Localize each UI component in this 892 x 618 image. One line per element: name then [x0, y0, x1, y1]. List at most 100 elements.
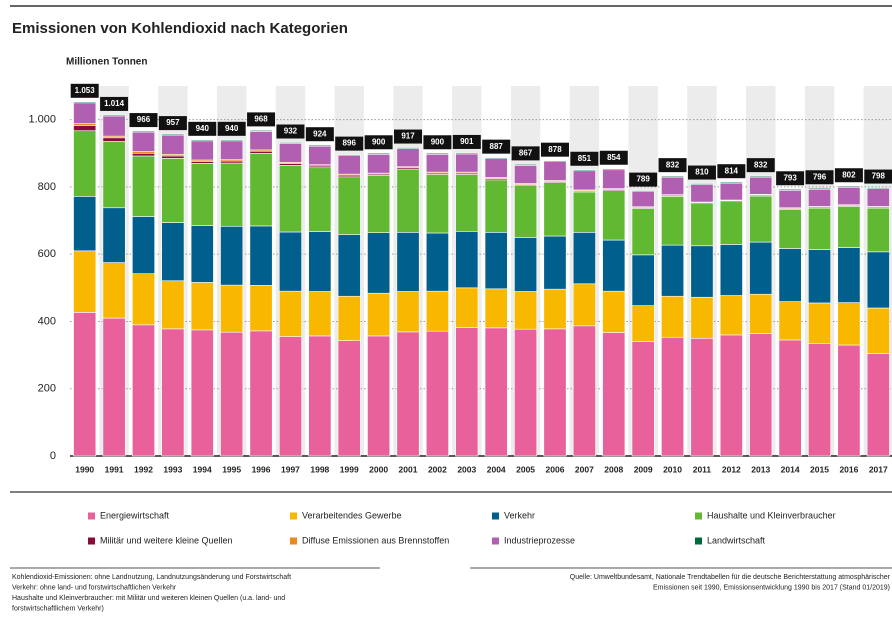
bar-segment: [808, 207, 831, 250]
bar-segment: [866, 251, 890, 309]
bar-segment: [690, 296, 714, 339]
bar-segment: [455, 174, 479, 232]
bar-segment: [572, 325, 596, 457]
bar-segment: [337, 154, 361, 156]
total-box: [540, 142, 569, 157]
bar-segment: [690, 183, 714, 185]
legend-label: Verarbeitendes Gewerbe: [302, 510, 402, 520]
x-tick-label: 1996: [252, 464, 271, 474]
bar-segment: [425, 330, 449, 457]
source-note: Quelle: Umweltbundesamt, Nationale Trend…: [570, 574, 891, 581]
total-box: [158, 116, 187, 131]
total-box: [629, 172, 658, 187]
x-tick-label: 1997: [281, 464, 300, 474]
bar-segment: [455, 231, 479, 289]
bar-segment: [543, 160, 567, 162]
total-label: 1.053: [75, 86, 96, 95]
bar-segment: [661, 196, 685, 246]
bar-segment: [778, 188, 802, 191]
bar-segment: [661, 176, 685, 195]
bar-segment: [190, 225, 214, 283]
y-tick-label: 400: [38, 315, 56, 327]
total-label: 887: [490, 142, 504, 151]
bar-segment: [661, 295, 685, 338]
y-tick-label: 800: [38, 181, 56, 193]
bar-segment: [837, 185, 861, 188]
x-tick-label: 2003: [457, 464, 476, 474]
bar-segment: [749, 176, 773, 195]
bar-segment: [808, 302, 831, 344]
total-label: 832: [666, 160, 680, 169]
x-tick-label: 1991: [105, 464, 124, 474]
bar-segment: [778, 209, 802, 249]
total-box: [276, 124, 305, 139]
bar-segment: [543, 288, 567, 330]
total-label: 878: [548, 145, 562, 154]
legend-swatch: [695, 537, 702, 545]
total-box: [658, 158, 687, 173]
bar-segment: [484, 288, 508, 329]
bar-segment: [661, 336, 685, 457]
total-label: 896: [343, 139, 357, 148]
legend-swatch: [290, 512, 297, 520]
x-tick-label: 2017: [869, 464, 888, 474]
bar-segment: [808, 187, 831, 190]
bar-segment: [102, 137, 126, 142]
bar-segment: [132, 152, 155, 157]
bar-segment: [602, 169, 626, 189]
bar-segment: [690, 337, 714, 457]
bar-segment: [278, 165, 302, 233]
bar-segment: [102, 262, 126, 319]
bar-segment: [602, 168, 626, 171]
x-tick-label: 1993: [163, 464, 182, 474]
bar-segment: [514, 237, 538, 292]
bar-segment: [749, 175, 773, 178]
bar-segment: [455, 153, 479, 173]
total-box: [100, 96, 129, 111]
y-tick-label: 1.000: [28, 114, 56, 126]
y-tick-label: 0: [50, 450, 56, 462]
total-label: 917: [401, 132, 415, 141]
total-label: 924: [313, 129, 327, 138]
bar-segment: [778, 248, 802, 302]
bar-segment: [866, 187, 890, 189]
x-tick-label: 2010: [663, 464, 682, 474]
total-label: 940: [225, 124, 239, 133]
total-label: 966: [137, 115, 151, 124]
bar-segment: [719, 182, 743, 201]
bar-segment: [484, 179, 508, 233]
bar-segment: [514, 165, 538, 184]
bar-segment: [308, 335, 332, 457]
bar-segment: [778, 339, 802, 457]
bar-segment: [396, 168, 420, 233]
bar-segment: [249, 285, 273, 332]
bar-segment: [425, 152, 449, 155]
bar-segment: [308, 144, 332, 147]
total-box: [217, 121, 246, 136]
bar-segment: [190, 282, 214, 331]
total-box: [364, 135, 393, 150]
bar-segment: [249, 130, 273, 132]
bar-segment: [367, 153, 391, 174]
x-tick-label: 2000: [369, 464, 388, 474]
total-box: [188, 121, 217, 136]
legend-label: Landwirtschaft: [707, 535, 766, 545]
bar-segment: [631, 208, 655, 256]
bar-segment: [719, 244, 743, 296]
bar-segment: [543, 182, 567, 237]
total-box: [805, 170, 834, 185]
bar-segment: [73, 101, 97, 104]
bar-segment: [572, 232, 596, 285]
bar-segment: [602, 332, 626, 457]
total-label: 798: [872, 172, 886, 181]
bar-segment: [572, 170, 596, 191]
bar-segment: [220, 225, 244, 286]
bar-segment: [866, 307, 890, 354]
bar-segment: [190, 139, 214, 142]
bar-segment: [337, 295, 361, 341]
bar-segment: [690, 203, 714, 247]
bar-segment: [102, 141, 126, 209]
bar-segment: [455, 287, 479, 328]
bar-segment: [631, 305, 655, 342]
